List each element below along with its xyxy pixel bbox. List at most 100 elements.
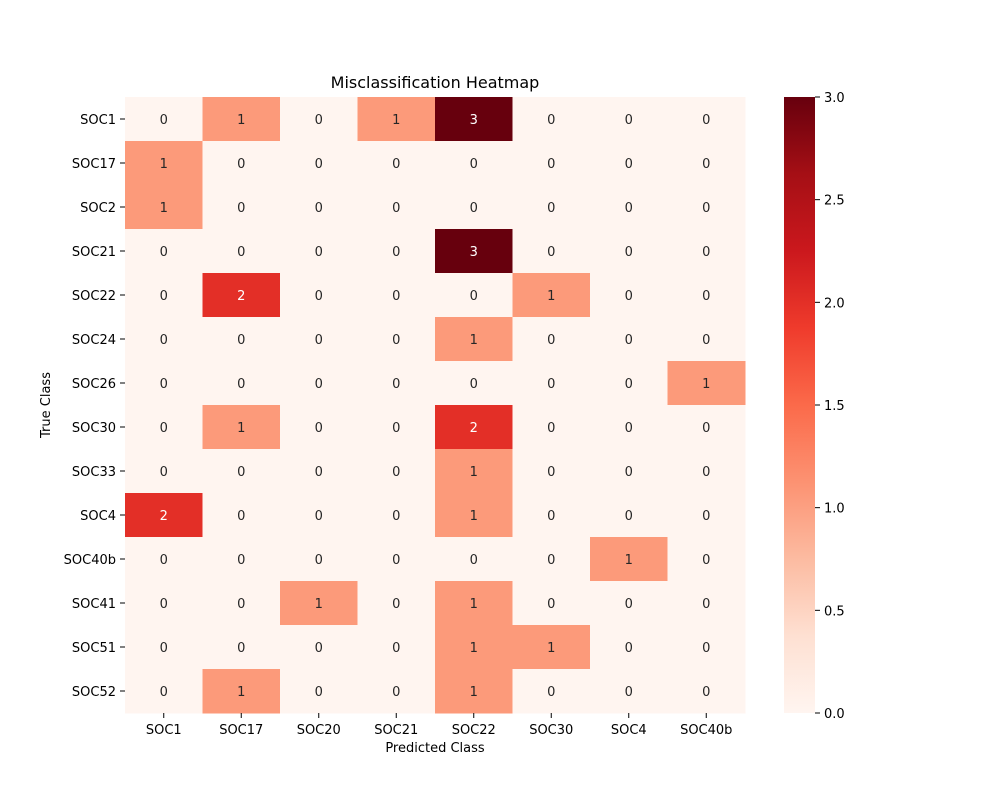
colorbar-tick-label: 1.0 <box>824 502 845 517</box>
cell-value-label: 0 <box>547 597 555 612</box>
heatmap-cell <box>435 141 513 186</box>
heatmap-cell <box>667 669 746 714</box>
cell-value-label: 0 <box>237 597 245 612</box>
cell-value-label: 0 <box>392 421 400 436</box>
chart-title: Misclassification Heatmap <box>331 73 540 92</box>
heatmap-cell <box>125 185 203 230</box>
heatmap-cell <box>202 317 281 362</box>
cell-value-label: 0 <box>315 377 323 392</box>
heatmap-cell <box>280 185 358 230</box>
cell-value-label: 0 <box>315 113 323 128</box>
colorbar-tick-label: 2.0 <box>824 296 845 311</box>
heatmap-cell <box>667 581 746 626</box>
heatmap-cell <box>280 405 358 450</box>
y-tick-label: SOC51 <box>72 641 116 656</box>
heatmap-cell <box>590 229 668 274</box>
cell-value-label: 0 <box>625 289 633 304</box>
heatmap-cell <box>512 317 591 362</box>
heatmap-cell <box>667 493 746 538</box>
cell-value-label: 0 <box>702 289 710 304</box>
cell-value-label: 2 <box>470 421 478 436</box>
x-tick-label: SOC17 <box>219 723 263 738</box>
heatmap-cell <box>357 625 436 670</box>
colorbar-tick-label: 0.5 <box>824 604 845 619</box>
cell-value-label: 0 <box>547 201 555 216</box>
heatmap-cell <box>357 669 436 714</box>
heatmap-cell <box>202 141 281 186</box>
heatmap-cell <box>512 493 591 538</box>
heatmap-cell <box>512 537 591 582</box>
cell-value-label: 0 <box>392 201 400 216</box>
cell-value-label: 1 <box>237 113 245 128</box>
heatmap-cell <box>590 273 668 318</box>
x-tick-label: SOC22 <box>452 723 496 738</box>
cell-value-label: 0 <box>237 201 245 216</box>
heatmap-cell <box>280 669 358 714</box>
heatmap-cell <box>125 141 203 186</box>
y-tick-label: SOC21 <box>72 245 116 260</box>
heatmap-cell <box>435 537 513 582</box>
heatmap-cell <box>435 625 513 670</box>
heatmap-cell <box>512 449 591 494</box>
cell-value-label: 0 <box>315 421 323 436</box>
cell-value-label: 0 <box>160 333 168 348</box>
heatmap-cell <box>590 185 668 230</box>
x-tick-label: SOC30 <box>529 723 573 738</box>
cell-value-label: 0 <box>392 641 400 656</box>
y-tick-label: SOC22 <box>72 289 116 304</box>
heatmap-cell <box>590 625 668 670</box>
heatmap-cell <box>512 273 591 318</box>
cell-value-label: 3 <box>470 113 478 128</box>
heatmap-cell <box>435 493 513 538</box>
heatmap-cell <box>202 625 281 670</box>
heatmap-cell <box>590 97 668 142</box>
heatmap-cell <box>512 229 591 274</box>
heatmap-cell <box>280 449 358 494</box>
cell-value-label: 0 <box>237 465 245 480</box>
heatmap-cell <box>435 669 513 714</box>
heatmap-cell <box>667 537 746 582</box>
heatmap-cell <box>667 625 746 670</box>
cell-value-label: 0 <box>625 465 633 480</box>
cell-value-label: 0 <box>160 553 168 568</box>
cell-value-label: 0 <box>315 465 323 480</box>
cell-value-label: 0 <box>547 157 555 172</box>
heatmap-cell <box>512 625 591 670</box>
x-tick-label: SOC20 <box>297 723 341 738</box>
cell-value-label: 0 <box>315 509 323 524</box>
cell-value-label: 0 <box>315 289 323 304</box>
cell-value-label: 0 <box>160 465 168 480</box>
heatmap-cell <box>125 317 203 362</box>
heatmap-cell <box>280 625 358 670</box>
heatmap-cell <box>357 185 436 230</box>
heatmap-cell <box>357 449 436 494</box>
cell-value-label: 1 <box>237 685 245 700</box>
heatmap-cell <box>202 449 281 494</box>
y-tick-label: SOC2 <box>80 201 116 216</box>
cell-value-label: 0 <box>547 685 555 700</box>
x-tick-label: SOC4 <box>611 723 647 738</box>
cell-value-label: 1 <box>470 465 478 480</box>
y-tick-label: SOC24 <box>72 333 116 348</box>
heatmap-cell <box>435 97 513 142</box>
cell-value-label: 0 <box>625 421 633 436</box>
cell-value-label: 0 <box>547 421 555 436</box>
cell-value-label: 0 <box>702 509 710 524</box>
x-axis-ticks: SOC1 SOC17 SOC20 SOC21 SOC22 SOC30 SOC4 SOC40b <box>146 713 732 738</box>
heatmap-cell <box>202 581 281 626</box>
x-tick-label: SOC40b <box>680 723 732 738</box>
heatmap-cell <box>280 537 358 582</box>
cell-value-label: 0 <box>392 465 400 480</box>
y-tick-label: SOC40b <box>64 553 116 568</box>
cell-value-label: 0 <box>547 377 555 392</box>
heatmap-cell <box>667 185 746 230</box>
heatmap-cell <box>667 273 746 318</box>
heatmap-cell <box>357 229 436 274</box>
heatmap-cell <box>435 449 513 494</box>
cell-value-label: 0 <box>315 245 323 260</box>
heatmap-cell <box>590 361 668 406</box>
cell-value-label: 0 <box>160 421 168 436</box>
cell-value-label: 0 <box>625 377 633 392</box>
cell-value-label: 0 <box>470 201 478 216</box>
heatmap-cells: 0 1 0 1 3 0 0 0 1 0 0 0 0 0 0 0 1 0 0 0 0 0 0 0 0 0 0 0 3 0 0 0 0 2 0 0 0 1 0 0… <box>125 97 746 714</box>
